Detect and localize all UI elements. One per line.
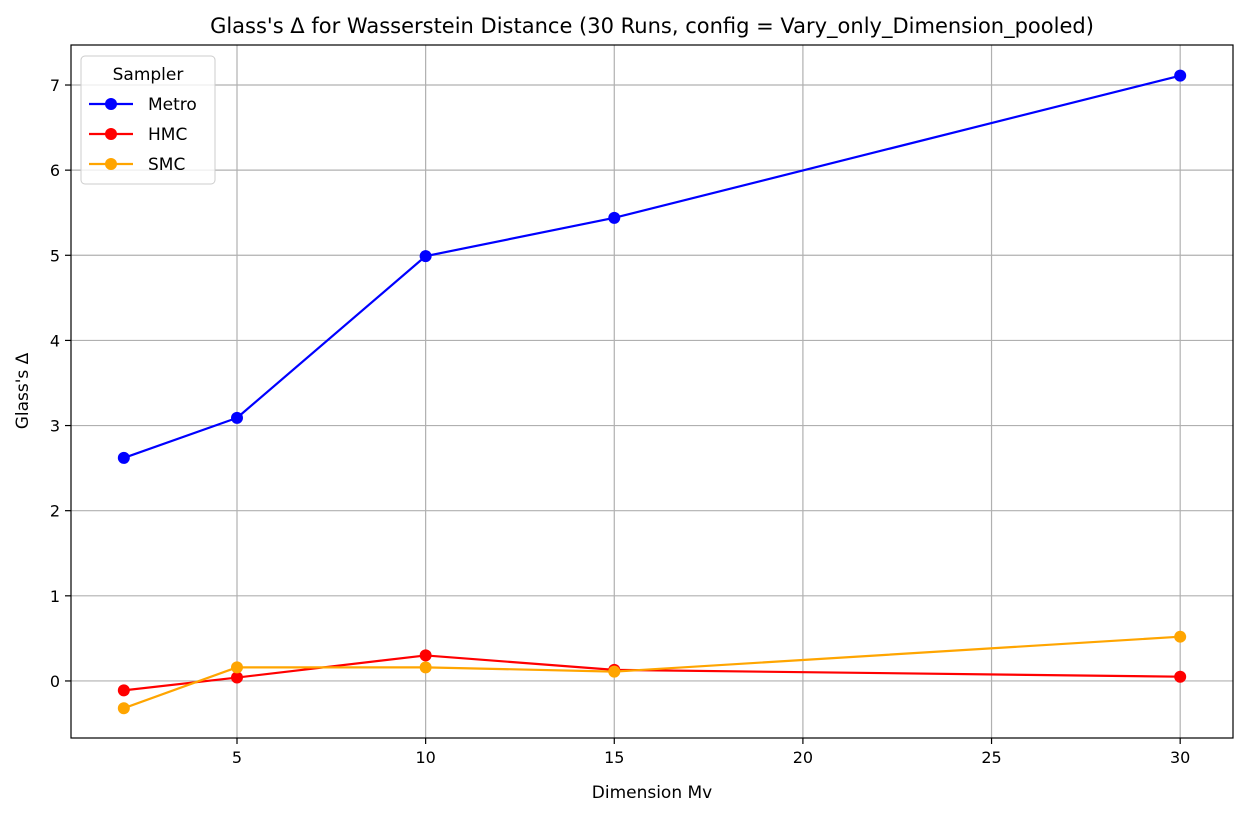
legend-item-hmc: HMC (89, 125, 187, 145)
legend: Sampler Metro HMC SMC (80, 55, 216, 185)
x-tick-label: 5 (232, 748, 242, 767)
ticks (65, 84, 1181, 744)
y-tick-label: 0 (50, 672, 60, 691)
legend-marker-metro (105, 98, 117, 110)
y-tick-label: 7 (50, 76, 60, 95)
x-axis-label: Dimension Mv (592, 783, 713, 803)
data-point-smc (608, 665, 621, 678)
data-point-smc (117, 702, 130, 715)
y-axis-label: Glass's Δ (13, 352, 33, 429)
data-point-hmc (1174, 670, 1187, 683)
legend-label-smc: SMC (148, 155, 185, 175)
x-tick-label: 15 (604, 748, 624, 767)
series-layer (117, 69, 1187, 715)
data-point-metro (117, 451, 130, 464)
data-point-metro (419, 250, 432, 263)
tick-labels: 5 10 15 20 25 30 0 1 2 3 4 5 6 7 (50, 76, 1191, 767)
x-tick-label: 25 (981, 748, 1001, 767)
y-tick-label: 5 (50, 246, 60, 265)
data-point-hmc (231, 671, 243, 684)
x-tick-label: 20 (793, 748, 813, 767)
data-point-metro (231, 411, 243, 424)
x-tick-label: 10 (415, 748, 435, 767)
chart-title: Glass's Δ for Wasserstein Distance (30 R… (210, 14, 1094, 39)
legend-item-smc: SMC (89, 155, 185, 175)
x-tick-label: 30 (1170, 748, 1190, 767)
legend-label-metro: Metro (148, 95, 197, 115)
series-smc (117, 630, 1187, 715)
legend-marker-hmc (105, 128, 117, 140)
legend-items: Metro HMC SMC (89, 95, 197, 175)
legend-title: Sampler (113, 65, 184, 85)
grid (71, 45, 1233, 738)
data-point-smc (231, 661, 243, 674)
legend-box (80, 55, 216, 185)
data-point-metro (608, 211, 621, 224)
legend-marker-smc (105, 158, 117, 170)
data-point-metro (1174, 69, 1187, 82)
plot-frame (70, 44, 1234, 739)
series-metro (117, 69, 1187, 464)
y-tick-label: 1 (50, 587, 60, 606)
data-point-smc (419, 661, 432, 674)
y-tick-label: 4 (50, 331, 60, 350)
y-tick-label: 6 (50, 161, 60, 180)
legend-label-hmc: HMC (148, 125, 187, 145)
data-point-hmc (117, 684, 130, 697)
data-point-smc (1174, 630, 1187, 643)
y-tick-label: 3 (50, 417, 60, 436)
data-point-hmc (419, 649, 432, 662)
legend-item-metro: Metro (89, 95, 197, 115)
y-tick-label: 2 (50, 502, 60, 521)
